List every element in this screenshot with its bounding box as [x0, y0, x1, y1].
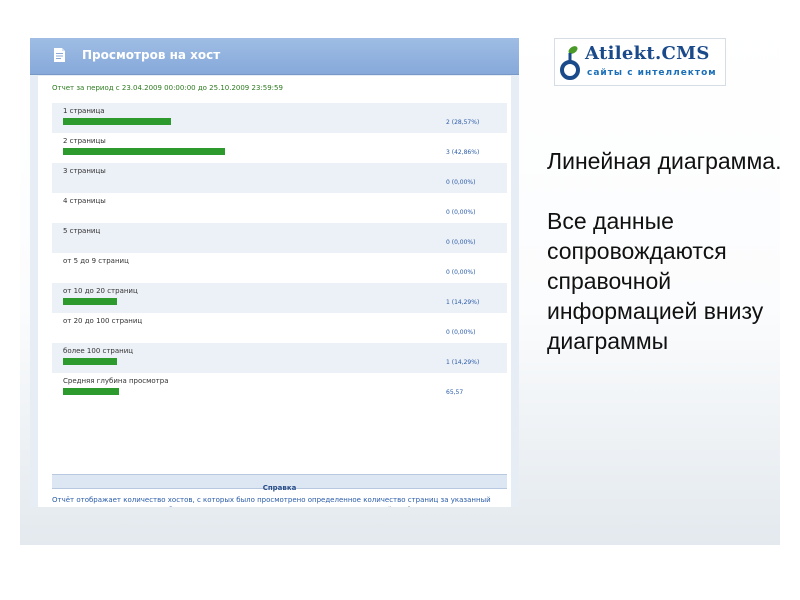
row-bar [63, 118, 171, 125]
report-row: более 100 страниц 1 (14,29%) [52, 343, 507, 373]
slide-heading: Линейная диаграмма. [547, 148, 782, 174]
report-row: от 20 до 100 страниц 0 (0,00%) [52, 313, 507, 343]
report-panel: Просмотров на хост Отчет за период с 23.… [30, 38, 519, 507]
row-label: от 5 до 9 страниц [63, 257, 129, 265]
report-row: 5 страниц 0 (0,00%) [52, 223, 507, 253]
row-label: Средняя глубина просмотра [63, 377, 169, 385]
report-row: от 10 до 20 страниц 1 (14,29%) [52, 283, 507, 313]
row-bar [63, 358, 117, 365]
report-row: 4 страницы 0 (0,00%) [52, 193, 507, 223]
slide-body: Все данные сопровождаются справочной инф… [547, 208, 764, 354]
row-bar [63, 298, 117, 305]
panel-header: Просмотров на хост [30, 38, 519, 75]
row-label: от 10 до 20 страниц [63, 287, 138, 295]
help-text: Отчёт отображает количество хостов, с ко… [52, 496, 507, 507]
panel-title: Просмотров на хост [82, 48, 221, 62]
row-label: 2 страницы [63, 137, 106, 145]
row-value: 0 (0,00%) [446, 209, 476, 216]
row-bar [63, 388, 119, 395]
row-value: 0 (0,00%) [446, 269, 476, 276]
logo-tagline: сайты с интеллектом [587, 68, 717, 78]
row-value: 0 (0,00%) [446, 329, 476, 336]
row-label: от 20 до 100 страниц [63, 317, 143, 325]
row-value: 0 (0,00%) [446, 179, 476, 186]
slide-text: Линейная диаграмма. Все данные сопровожд… [547, 146, 787, 356]
atilekt-logo: Atilekt.CMS сайты с интеллектом [554, 38, 726, 86]
row-label: 1 страница [63, 107, 105, 115]
panel-body: Отчет за период с 23.04.2009 00:00:00 до… [38, 76, 511, 507]
report-row: от 5 до 9 страниц 0 (0,00%) [52, 253, 507, 283]
logo-mark-icon [560, 46, 580, 80]
row-value: 1 (14,29%) [446, 359, 480, 366]
report-period: Отчет за период с 23.04.2009 00:00:00 до… [52, 84, 283, 92]
help-title: Справка [262, 484, 297, 492]
row-label: 5 страниц [63, 227, 101, 235]
row-value: 2 (28,57%) [446, 119, 480, 126]
row-label: 4 страницы [63, 197, 106, 205]
row-bar [63, 148, 225, 155]
report-row: 2 страницы 3 (42,86%) [52, 133, 507, 163]
document-icon [54, 48, 65, 62]
row-value: 3 (42,86%) [446, 149, 480, 156]
report-row: 3 страницы 0 (0,00%) [52, 163, 507, 193]
row-value: 0 (0,00%) [446, 239, 476, 246]
report-row: 1 страница 2 (28,57%) [52, 103, 507, 133]
row-value: 65,57 [446, 389, 464, 396]
row-label: более 100 страниц [63, 347, 134, 355]
row-label: 3 страницы [63, 167, 106, 175]
logo-name: Atilekt.CMS [585, 43, 710, 64]
help-header: Справка [52, 474, 507, 492]
row-value: 1 (14,29%) [446, 299, 480, 306]
report-row: Средняя глубина просмотра 65,57 [52, 373, 507, 403]
